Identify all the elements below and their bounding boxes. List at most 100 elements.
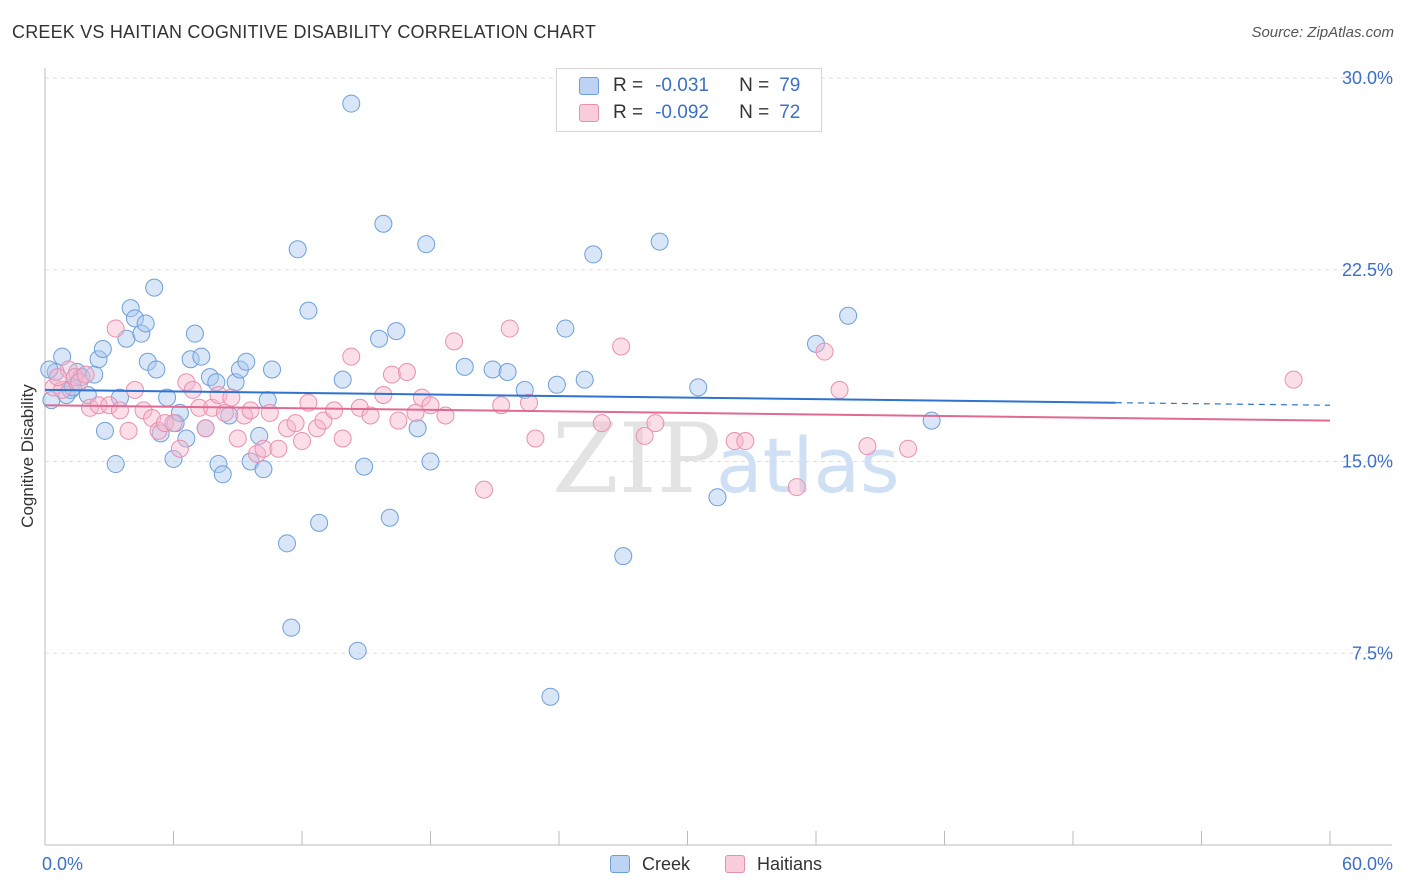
haitians-trend-line bbox=[44, 404, 1331, 422]
haitians-point bbox=[59, 360, 78, 379]
haitians-point bbox=[125, 380, 144, 399]
haitians-point bbox=[526, 429, 545, 448]
legend-r-label: R = bbox=[613, 102, 644, 123]
creek-point bbox=[95, 421, 114, 440]
haitians-point bbox=[635, 426, 654, 445]
creek-point bbox=[584, 245, 603, 264]
creek-point bbox=[164, 449, 183, 468]
haitians-point bbox=[374, 386, 393, 405]
legend-item-creek[interactable]: Creek bbox=[610, 852, 690, 876]
haitians-legend-swatch bbox=[725, 855, 745, 873]
haitians-point bbox=[164, 414, 183, 433]
creek-point bbox=[483, 360, 502, 379]
creek-point bbox=[408, 419, 427, 438]
creek-point bbox=[278, 534, 297, 553]
haitians-point bbox=[899, 439, 918, 458]
legend-item-haitians[interactable]: Haitians bbox=[725, 852, 822, 876]
creek-point bbox=[132, 324, 151, 343]
haitians-point bbox=[397, 363, 416, 382]
haitians-point bbox=[170, 439, 189, 458]
haitians-point bbox=[646, 414, 665, 433]
chart-title: CREEK VS HAITIAN COGNITIVE DISABILITY CO… bbox=[12, 22, 597, 42]
haitians-point bbox=[299, 393, 318, 412]
haitians-point bbox=[475, 480, 494, 499]
stats-legend: R = -0.031 N = 79 R = -0.092 N = 72 bbox=[556, 68, 822, 132]
creek-point bbox=[922, 411, 941, 430]
grid-lines bbox=[45, 77, 1392, 654]
creek-point bbox=[689, 378, 708, 397]
creek-point bbox=[181, 350, 200, 369]
haitians-point bbox=[76, 365, 95, 384]
haitians-point bbox=[787, 478, 806, 497]
watermark: ZIP atlas bbox=[552, 403, 900, 515]
creek-point bbox=[288, 240, 307, 259]
haitians-point bbox=[361, 406, 380, 425]
haitians-point bbox=[119, 421, 138, 440]
creek-point bbox=[299, 301, 318, 320]
creek-point bbox=[556, 319, 575, 338]
creek-point bbox=[282, 618, 301, 637]
haitians-point bbox=[436, 406, 455, 425]
creek-point bbox=[263, 360, 282, 379]
haitians-point bbox=[293, 432, 311, 451]
x-tick-label-max: 60.0% bbox=[1342, 854, 1393, 874]
haitians-point bbox=[406, 403, 425, 422]
creek-trend-line bbox=[44, 388, 1116, 404]
creek-point bbox=[89, 350, 108, 369]
x-tick-label-min: 0.0% bbox=[42, 854, 83, 874]
creek-point bbox=[254, 460, 273, 479]
creek-points bbox=[40, 94, 941, 706]
haitians-point bbox=[48, 368, 67, 387]
creek-point bbox=[498, 363, 517, 382]
x-tick-labels: 0.0% 60.0% bbox=[42, 854, 1393, 874]
creek-point bbox=[374, 214, 393, 233]
creek-point bbox=[237, 352, 256, 371]
haitians-point bbox=[333, 429, 352, 448]
creek-point bbox=[333, 370, 352, 389]
legend-n-label: N = bbox=[739, 102, 770, 123]
legend-r-value: -0.031 bbox=[655, 75, 709, 96]
haitians-point bbox=[612, 337, 631, 356]
creek-point bbox=[185, 324, 204, 343]
creek-point bbox=[136, 314, 155, 333]
creek-legend-swatch bbox=[610, 855, 630, 873]
watermark-zip: ZIP bbox=[552, 403, 721, 515]
creek-legend-label: Creek bbox=[642, 853, 691, 874]
y-tick-label: 30.0% bbox=[1342, 68, 1393, 88]
haitians-point bbox=[222, 388, 241, 407]
haitians-point bbox=[149, 421, 168, 440]
haitians-point bbox=[1284, 370, 1303, 389]
y-tick-labels: 7.5% 15.0% 22.5% 30.0% bbox=[1342, 68, 1393, 663]
creek-point bbox=[370, 329, 389, 348]
creek-point bbox=[387, 322, 406, 341]
legend-row-haitians: R = -0.092 N = 72 bbox=[579, 101, 800, 125]
haitians-point bbox=[736, 432, 755, 451]
haitians-point bbox=[110, 401, 129, 420]
trend-lines bbox=[44, 388, 1331, 422]
haitians-point bbox=[592, 414, 611, 433]
creek-swatch bbox=[579, 77, 599, 95]
haitians-point bbox=[278, 419, 297, 438]
creek-point bbox=[421, 452, 440, 471]
axes bbox=[44, 68, 1392, 846]
creek-point bbox=[650, 232, 669, 251]
creek-point bbox=[348, 641, 367, 660]
creek-point bbox=[342, 94, 361, 113]
creek-point bbox=[380, 508, 399, 527]
creek-point bbox=[541, 687, 560, 706]
creek-point bbox=[575, 370, 594, 389]
y-tick-label: 7.5% bbox=[1352, 643, 1393, 663]
creek-point bbox=[145, 278, 164, 297]
haitians-point bbox=[228, 429, 247, 448]
haitians-point bbox=[342, 347, 361, 366]
creek-trend-extension bbox=[1115, 402, 1331, 406]
legend-row-creek: R = -0.031 N = 79 bbox=[579, 74, 800, 98]
haitians-point bbox=[196, 419, 215, 438]
creek-point bbox=[209, 455, 228, 474]
creek-point bbox=[147, 360, 166, 379]
haitians-swatch bbox=[579, 104, 599, 122]
haitians-point bbox=[858, 437, 877, 456]
creek-point bbox=[614, 547, 633, 566]
creek-point bbox=[230, 360, 249, 379]
creek-point bbox=[170, 403, 189, 422]
